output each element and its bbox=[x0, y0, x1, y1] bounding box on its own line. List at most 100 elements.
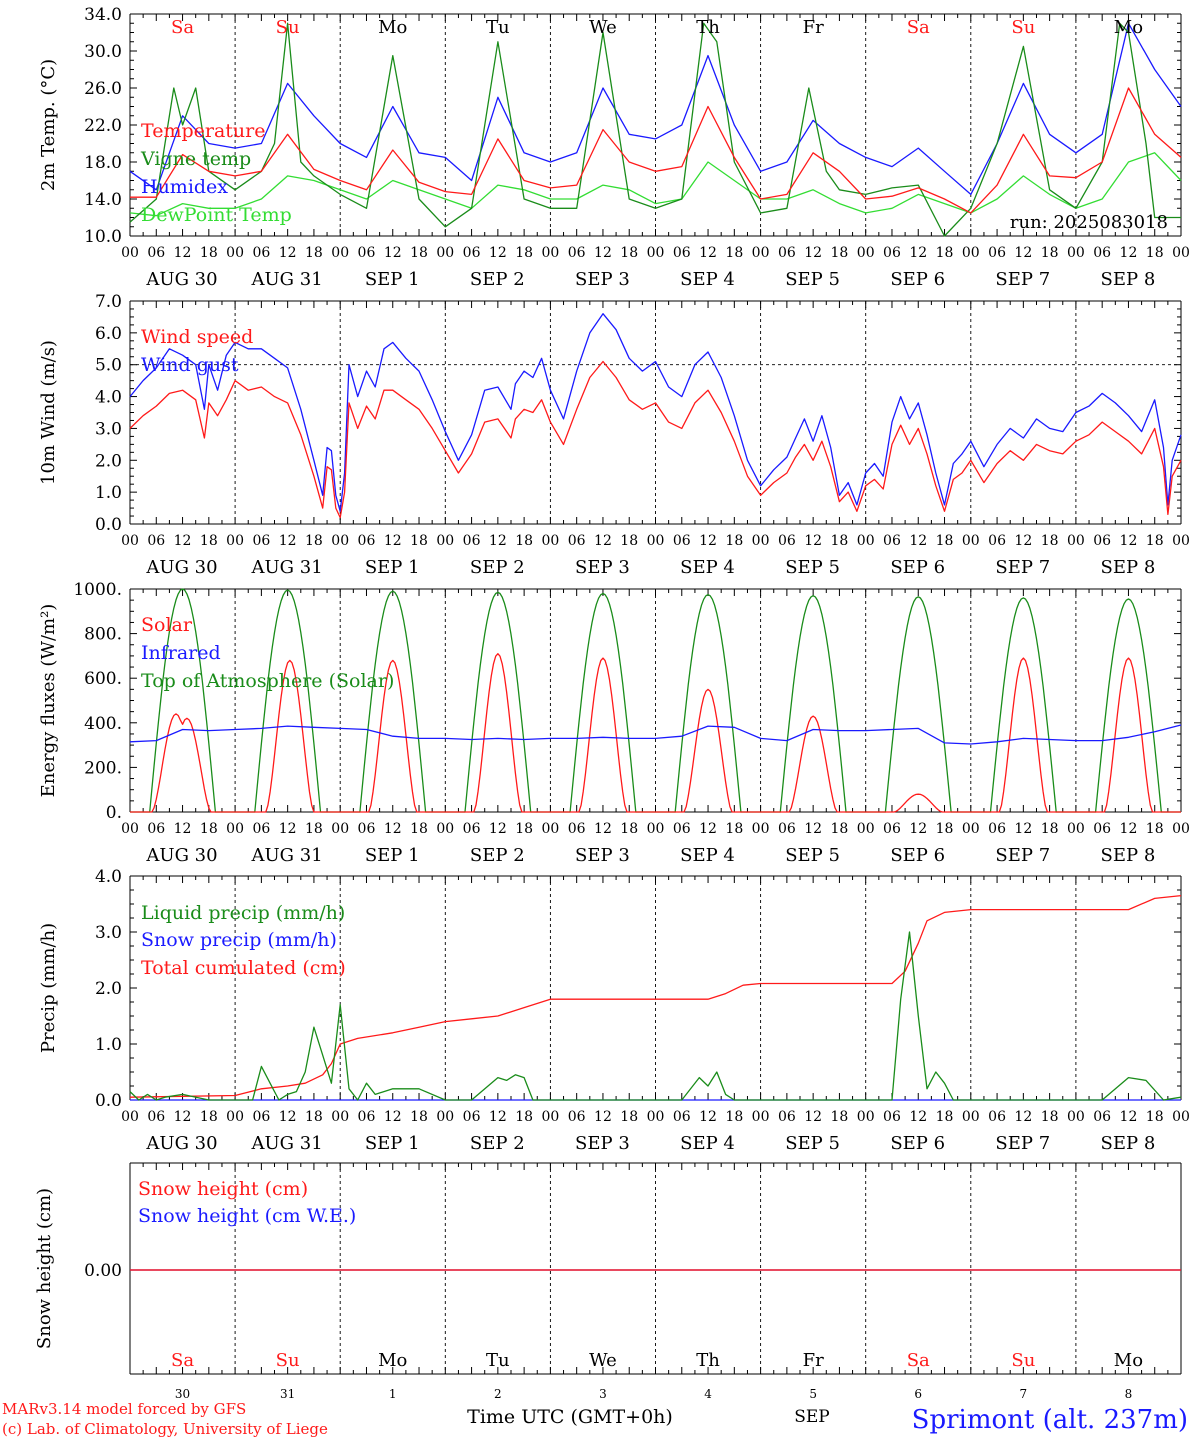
day-number-label: 1 bbox=[389, 1387, 397, 1401]
hour-tick-label: 18 bbox=[200, 821, 218, 837]
hour-tick-label: 06 bbox=[252, 1109, 270, 1125]
hour-tick-label: 00 bbox=[121, 1109, 139, 1125]
hour-tick-label: 06 bbox=[463, 533, 481, 549]
date-label: SEP 2 bbox=[470, 1133, 525, 1154]
y-tick-label: 1.0 bbox=[95, 483, 122, 503]
hour-tick-label: 18 bbox=[936, 245, 954, 261]
hour-tick-label: 18 bbox=[1146, 533, 1164, 549]
hour-tick-label: 00 bbox=[857, 821, 875, 837]
hour-tick-label: 06 bbox=[568, 533, 586, 549]
day-label-top: Mo bbox=[378, 17, 407, 38]
time-axis-label: Time UTC (GMT+0h) bbox=[467, 1406, 673, 1428]
date-label: SEP 4 bbox=[680, 1133, 735, 1154]
hour-tick-label: 18 bbox=[725, 1109, 743, 1125]
hour-tick-label: 00 bbox=[962, 533, 980, 549]
hour-tick-label: 00 bbox=[541, 821, 559, 837]
day-number-label: 6 bbox=[914, 1387, 922, 1401]
y-tick-label: 7.0 bbox=[95, 292, 122, 312]
hour-tick-label: 18 bbox=[936, 533, 954, 549]
legend-entry-wind-speed: Wind speed bbox=[141, 326, 253, 348]
hour-tick-label: 12 bbox=[909, 245, 927, 261]
hour-tick-label: 18 bbox=[1041, 245, 1059, 261]
hour-tick-label: 00 bbox=[121, 821, 139, 837]
hour-tick-label: 18 bbox=[620, 1109, 638, 1125]
legend-entry-temperature: Temperature bbox=[141, 120, 265, 142]
hour-tick-label: 00 bbox=[226, 1109, 244, 1125]
hour-tick-label: 12 bbox=[174, 821, 192, 837]
credit-line-2: (c) Lab. of Climatology, University of L… bbox=[2, 1420, 328, 1438]
date-label: SEP 8 bbox=[1101, 845, 1156, 866]
hour-tick-label: 06 bbox=[778, 1109, 796, 1125]
date-label: SEP 1 bbox=[365, 1133, 420, 1154]
hour-tick-label: 18 bbox=[515, 1109, 533, 1125]
hour-tick-label: 06 bbox=[883, 245, 901, 261]
hour-tick-label: 00 bbox=[752, 1109, 770, 1125]
hour-tick-label: 00 bbox=[331, 245, 349, 261]
hour-tick-label: 00 bbox=[962, 1109, 980, 1125]
hour-tick-label: 06 bbox=[778, 245, 796, 261]
hour-tick-label: 12 bbox=[384, 533, 402, 549]
hour-tick-label: 18 bbox=[200, 1109, 218, 1125]
y-tick-label: 0. bbox=[106, 803, 122, 823]
day-label-top: We bbox=[589, 17, 617, 38]
hour-tick-label: 06 bbox=[147, 533, 165, 549]
hour-tick-label: 00 bbox=[436, 821, 454, 837]
hour-tick-label: 06 bbox=[1093, 245, 1111, 261]
date-label: AUG 30 bbox=[145, 557, 217, 578]
hour-tick-label: 00 bbox=[1067, 533, 1085, 549]
day-label-top: Sa bbox=[907, 17, 930, 38]
hour-tick-label: 12 bbox=[279, 533, 297, 549]
hour-tick-label: 00 bbox=[1067, 1109, 1085, 1125]
hour-tick-label: 00 bbox=[752, 245, 770, 261]
hour-tick-label: 06 bbox=[883, 533, 901, 549]
hour-tick-label: 06 bbox=[463, 821, 481, 837]
hour-tick-label: 12 bbox=[804, 821, 822, 837]
series-line-dewpoint-temp bbox=[129, 152, 1182, 217]
date-label: SEP 2 bbox=[470, 269, 525, 290]
run-label: run: 2025083018 bbox=[1010, 212, 1168, 233]
date-label: SEP 6 bbox=[890, 845, 945, 866]
legend-entry-infrared: Infrared bbox=[141, 642, 221, 664]
series-line-liquid-precip-mm-h bbox=[129, 931, 1182, 1101]
hour-tick-label: 06 bbox=[883, 821, 901, 837]
solar-line bbox=[130, 653, 1181, 813]
legend-entry-snow-height-cm: Snow height (cm) bbox=[138, 1178, 308, 1200]
legend-entry-dewpoint-temp: DewPoint Temp bbox=[141, 204, 292, 226]
hour-tick-label: 00 bbox=[752, 533, 770, 549]
date-label: SEP 5 bbox=[785, 845, 840, 866]
hour-tick-label: 06 bbox=[673, 245, 691, 261]
hour-tick-label: 00 bbox=[541, 1109, 559, 1125]
hour-tick-label: 12 bbox=[909, 533, 927, 549]
hour-tick-label: 18 bbox=[620, 821, 638, 837]
hour-tick-label: 18 bbox=[831, 1109, 849, 1125]
hour-tick-label: 12 bbox=[699, 1109, 717, 1125]
y-tick-label: 800. bbox=[84, 625, 122, 645]
hour-tick-label: 06 bbox=[673, 821, 691, 837]
date-label: SEP 6 bbox=[890, 1133, 945, 1154]
hour-tick-label: 00 bbox=[226, 533, 244, 549]
day-label-top: Su bbox=[276, 17, 300, 38]
hour-tick-label: 06 bbox=[1093, 1109, 1111, 1125]
hour-tick-label: 06 bbox=[252, 533, 270, 549]
date-label: SEP 4 bbox=[680, 269, 735, 290]
day-label-bottom: Sa bbox=[171, 1350, 194, 1371]
hour-tick-label: 06 bbox=[463, 1109, 481, 1125]
day-label-bottom: Mo bbox=[1114, 1350, 1143, 1371]
y-tick-label: 14.0 bbox=[84, 190, 122, 210]
hour-tick-label: 12 bbox=[1120, 533, 1138, 549]
hour-tick-label: 12 bbox=[594, 821, 612, 837]
hour-tick-label: 12 bbox=[909, 821, 927, 837]
y-tick-label: 1000. bbox=[73, 580, 122, 600]
hour-tick-label: 00 bbox=[331, 1109, 349, 1125]
hour-tick-label: 18 bbox=[305, 821, 323, 837]
y-tick-label: 3.0 bbox=[95, 419, 122, 439]
date-label: SEP 3 bbox=[575, 269, 630, 290]
hour-tick-label: 12 bbox=[1120, 821, 1138, 837]
date-label: SEP 4 bbox=[680, 845, 735, 866]
hour-tick-label: 12 bbox=[279, 821, 297, 837]
y-tick-label: 34.0 bbox=[84, 5, 122, 25]
y-tick-label: 600. bbox=[84, 669, 122, 689]
day-number-label: 5 bbox=[809, 1387, 817, 1401]
legend-entry-total-cumulated-cm: Total cumulated (cm) bbox=[141, 957, 346, 979]
hour-tick-label: 00 bbox=[436, 533, 454, 549]
